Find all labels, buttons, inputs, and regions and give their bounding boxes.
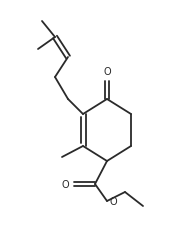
Text: O: O [103, 67, 111, 77]
Text: O: O [110, 196, 118, 206]
Text: O: O [61, 179, 69, 189]
